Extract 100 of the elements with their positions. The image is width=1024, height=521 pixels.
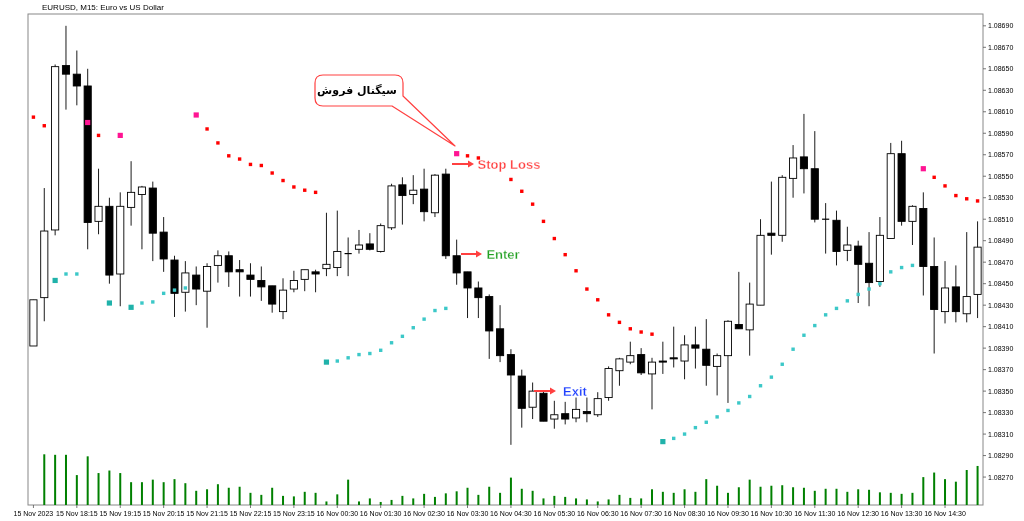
candlestick bbox=[354, 229, 364, 255]
bar bbox=[368, 498, 371, 505]
candlestick bbox=[246, 262, 255, 298]
candlestick bbox=[561, 401, 570, 425]
candlestick bbox=[192, 266, 201, 306]
point bbox=[715, 415, 719, 419]
bar bbox=[911, 492, 914, 505]
point bbox=[193, 112, 199, 118]
bar bbox=[423, 493, 426, 505]
point bbox=[422, 317, 426, 321]
point bbox=[368, 351, 372, 356]
bar bbox=[108, 470, 111, 505]
bar bbox=[303, 491, 306, 505]
bar bbox=[325, 501, 328, 505]
point bbox=[346, 356, 350, 360]
bar bbox=[140, 482, 143, 505]
bar bbox=[726, 492, 729, 505]
point bbox=[802, 333, 806, 337]
point bbox=[476, 156, 481, 160]
bar bbox=[585, 499, 588, 505]
point bbox=[205, 127, 209, 131]
bar bbox=[151, 479, 154, 505]
candlestick bbox=[181, 260, 190, 313]
point bbox=[650, 332, 654, 336]
point bbox=[563, 252, 567, 257]
candlestick bbox=[691, 326, 700, 369]
point bbox=[769, 375, 774, 379]
point bbox=[932, 175, 936, 180]
point bbox=[106, 300, 112, 306]
bar bbox=[651, 489, 654, 505]
candlestick bbox=[865, 231, 874, 307]
point bbox=[943, 184, 947, 188]
point bbox=[52, 277, 58, 284]
bar bbox=[401, 495, 404, 505]
candlestick bbox=[420, 168, 429, 222]
candlestick bbox=[289, 270, 298, 293]
point bbox=[682, 432, 687, 436]
bar bbox=[379, 501, 382, 505]
point bbox=[64, 272, 68, 276]
candlestick bbox=[854, 240, 863, 304]
candlestick bbox=[582, 397, 591, 423]
bar bbox=[282, 495, 285, 505]
annotation: Stop Loss bbox=[477, 156, 541, 172]
point bbox=[606, 313, 611, 317]
bar bbox=[412, 498, 415, 505]
point bbox=[323, 359, 330, 365]
bar bbox=[944, 479, 947, 505]
bar bbox=[542, 498, 545, 505]
point bbox=[726, 408, 730, 413]
point bbox=[920, 166, 926, 172]
bar bbox=[640, 498, 643, 505]
bar bbox=[770, 485, 773, 505]
point bbox=[867, 287, 871, 291]
bar bbox=[802, 487, 805, 505]
bar bbox=[553, 495, 556, 505]
candlestick bbox=[843, 226, 852, 262]
bar bbox=[238, 486, 241, 505]
point bbox=[878, 281, 882, 286]
bar bbox=[520, 488, 523, 505]
bar bbox=[531, 490, 534, 505]
annotation: Enter bbox=[486, 246, 520, 262]
candlestick bbox=[713, 353, 722, 396]
candlestick bbox=[789, 144, 798, 199]
candlestick bbox=[452, 239, 461, 286]
point bbox=[823, 313, 828, 317]
bar bbox=[748, 479, 751, 505]
candlestick bbox=[962, 231, 971, 323]
candlestick bbox=[767, 181, 776, 256]
bar bbox=[618, 494, 621, 505]
chart-title: EURUSD, M15: Euro vs US Dollar bbox=[42, 3, 165, 12]
point bbox=[31, 115, 36, 119]
bar bbox=[357, 501, 360, 505]
point bbox=[737, 401, 741, 405]
candlestick bbox=[127, 160, 136, 227]
candlestick bbox=[734, 271, 743, 330]
point bbox=[954, 193, 958, 198]
point bbox=[574, 269, 578, 273]
bar bbox=[130, 482, 133, 505]
bar bbox=[455, 491, 458, 505]
point bbox=[660, 439, 666, 445]
candlestick bbox=[626, 341, 635, 365]
bar bbox=[206, 489, 209, 505]
bar bbox=[965, 470, 968, 505]
bar bbox=[759, 486, 762, 505]
bar bbox=[347, 479, 350, 505]
bar bbox=[86, 456, 89, 505]
bar bbox=[444, 493, 447, 505]
point bbox=[357, 352, 361, 357]
bar bbox=[119, 473, 122, 505]
point bbox=[270, 171, 274, 175]
point bbox=[216, 141, 220, 145]
bar bbox=[564, 496, 567, 505]
bar bbox=[846, 491, 849, 505]
point bbox=[639, 330, 643, 334]
candlestick bbox=[213, 249, 222, 284]
bar bbox=[672, 492, 675, 505]
bar bbox=[716, 485, 719, 505]
bar bbox=[390, 499, 393, 505]
candlestick bbox=[409, 174, 418, 205]
bar bbox=[889, 492, 892, 505]
